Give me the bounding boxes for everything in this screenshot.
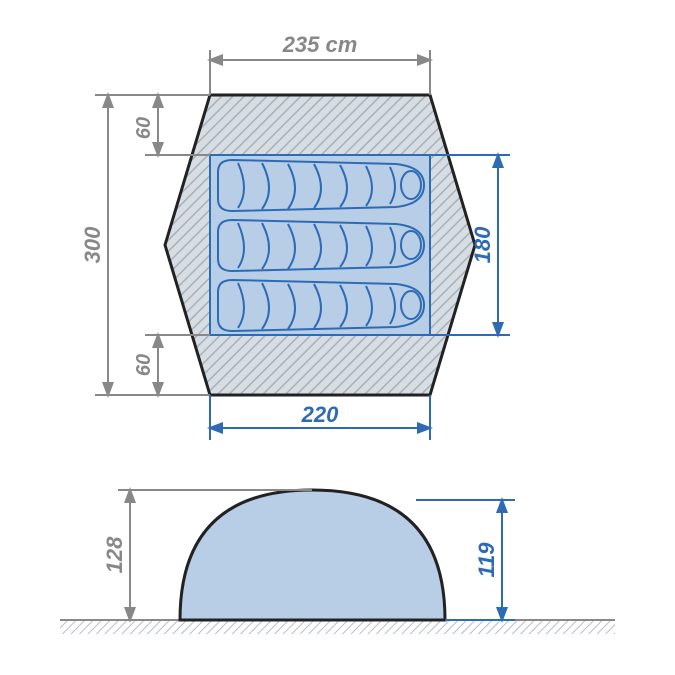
ground [60, 620, 615, 634]
dim-inner-width: 220 [210, 395, 430, 440]
tent-dome [180, 490, 445, 620]
dim-outer-height-side-label: 128 [102, 536, 127, 573]
tent-dimensions-diagram: 235 cm 300 60 60 180 [0, 0, 675, 675]
top-view: 235 cm 300 60 60 180 [80, 32, 510, 440]
dim-vestibule-top-label: 60 [133, 117, 155, 139]
dim-outer-width: 235 cm [210, 32, 430, 95]
side-view: 128 119 [60, 490, 615, 634]
dim-inner-width-label: 220 [301, 402, 339, 427]
dim-inner-height-label: 180 [470, 226, 495, 263]
dim-vestibule-bottom-label: 60 [133, 354, 155, 376]
dim-inner-height-side-label: 119 [474, 542, 499, 578]
dim-outer-width-label: 235 cm [282, 32, 358, 57]
dim-outer-depth-label: 300 [80, 226, 105, 263]
